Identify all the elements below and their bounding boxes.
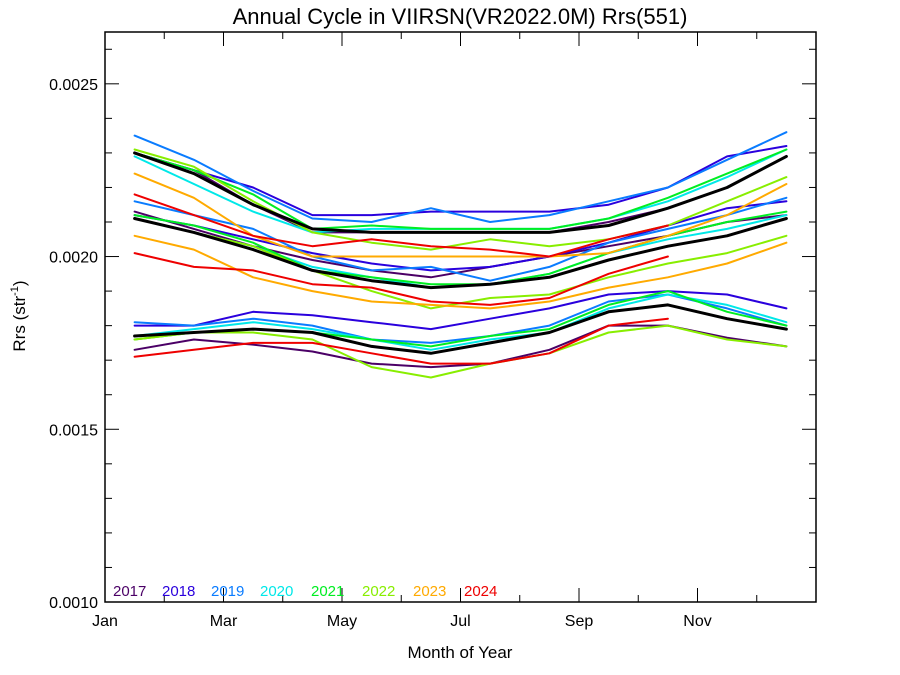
series-line-mean-mid xyxy=(133,217,788,290)
series-line-2024-high xyxy=(133,193,669,258)
legend-item-2018: 2018 xyxy=(162,583,195,600)
series-line-2023-high xyxy=(133,172,788,258)
tick-layer: 0.0010 0.0015 0.0020 0.0025 Jan Mar May Jul Sep N… xyxy=(49,32,817,630)
legend: 2017 2018 2019 2020 2021 2022 2023 2024 xyxy=(113,583,497,600)
x-tick-label: May xyxy=(327,613,357,630)
series-line-2018-mid xyxy=(133,200,788,272)
legend-item-2020: 2020 xyxy=(260,583,293,600)
series-line-mean-high xyxy=(133,151,788,234)
series-line-2019-mid xyxy=(133,196,788,282)
x-tick-label: Nov xyxy=(683,613,711,630)
series-line-2021-mid xyxy=(133,210,788,286)
series-line-2020-mid xyxy=(133,214,788,289)
series-line-2021-high xyxy=(133,148,788,230)
y-tick-label: 0.0020 xyxy=(49,250,98,267)
series-line-2023-mid xyxy=(133,234,788,310)
series-line-mean-low xyxy=(133,303,788,355)
legend-item-2023: 2023 xyxy=(413,583,446,600)
series-line-2020-low xyxy=(133,293,788,351)
y-tick-label: 0.0025 xyxy=(49,77,98,94)
series-layer xyxy=(133,131,788,379)
y-tick-label: 0.0015 xyxy=(49,422,98,439)
series-line-2024-mid xyxy=(133,252,669,306)
x-tick-label: Jan xyxy=(92,613,118,630)
series-line-2021-low xyxy=(133,290,788,348)
x-tick-label: Mar xyxy=(210,613,238,630)
series-line-2022-low xyxy=(133,324,788,379)
legend-item-2017: 2017 xyxy=(113,583,146,600)
series-line-2019-low xyxy=(133,293,788,344)
legend-item-2019: 2019 xyxy=(211,583,244,600)
y-axis-label: Rrs (str-1) xyxy=(9,280,29,351)
x-axis-label: Month of Year xyxy=(408,643,513,662)
series-line-2024-low xyxy=(133,317,669,365)
legend-item-2024: 2024 xyxy=(464,583,497,600)
x-tick-label: Sep xyxy=(565,613,594,630)
x-tick-label: Jul xyxy=(450,613,470,630)
legend-item-2021: 2021 xyxy=(311,583,344,600)
legend-item-2022: 2022 xyxy=(362,583,395,600)
series-line-2019-high xyxy=(133,131,788,223)
plot-area-frame xyxy=(104,31,817,603)
chart-title: Annual Cycle in VIIRSN(VR2022.0M) Rrs(55… xyxy=(233,4,688,29)
series-line-2022-high xyxy=(133,148,788,251)
y-tick-label: 0.0010 xyxy=(49,595,98,612)
series-line-2018-low xyxy=(133,290,788,331)
